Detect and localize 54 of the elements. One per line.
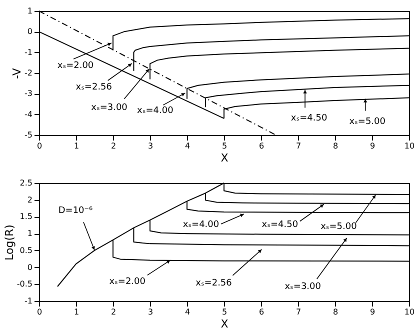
annotation: xₛ=5.00 — [349, 116, 386, 127]
x-axis-title: X — [220, 318, 229, 330]
x-tick-label: 3 — [148, 142, 154, 150]
y-tick-label: -1 — [24, 48, 32, 57]
x-tick-label: 0 — [36, 308, 42, 316]
annotation: xₛ=4.50 — [290, 114, 328, 124]
annotation: xₛ=4.00 — [137, 106, 174, 116]
y-axis-title: Log(R) — [2, 224, 16, 260]
y-tick-label: 0 — [27, 262, 32, 272]
annotation: xₛ=2.56 — [76, 82, 112, 92]
annotation: xₛ=4.50 — [262, 220, 298, 230]
x-tick-label: 8 — [332, 142, 338, 150]
y-tick-label: -3 — [24, 89, 32, 98]
y-tick-label: -0.5 — [16, 280, 32, 289]
x-tick-label: 6 — [258, 142, 264, 150]
x-tick-label: 4 — [184, 142, 190, 150]
x-tick-label: 10 — [404, 308, 415, 316]
x-tick-label: 1 — [74, 142, 80, 150]
y-tick-label: 1 — [27, 229, 32, 238]
x-tick-label: 0 — [36, 142, 42, 150]
x-tick-label: 10 — [404, 142, 415, 150]
y-tick-label: -2 — [24, 68, 32, 78]
x-tick-label: 9 — [370, 308, 376, 316]
annotation: xₛ=2.00 — [57, 61, 94, 72]
y-tick-label: 2.5 — [20, 178, 32, 188]
y-tick-label: 0 — [27, 27, 32, 36]
y-tick-label: -1 — [24, 296, 32, 306]
y-tick-label: 1.5 — [20, 212, 32, 222]
x-tick-label: 9 — [370, 142, 376, 150]
x-tick-label: 6 — [258, 308, 264, 316]
y-tick-label: 0.5 — [20, 246, 32, 255]
x-tick-label: 2 — [110, 142, 116, 150]
x-tick-label: 7 — [296, 142, 302, 150]
x-tick-label: 7 — [296, 308, 302, 316]
x-tick-label: 4 — [184, 308, 190, 316]
annotation: xₛ=3.00 — [284, 282, 322, 292]
annotation: xₛ=4.00 — [182, 220, 220, 230]
x-axis-title: X — [220, 152, 229, 164]
y-tick-label: 2 — [27, 195, 32, 204]
annotation: xₛ=2.00 — [109, 277, 146, 288]
annotation: xₛ=3.00 — [91, 102, 128, 113]
y-tick-label: 1 — [27, 6, 32, 16]
x-tick-label: 1 — [74, 308, 80, 316]
x-tick-label: 5 — [222, 308, 228, 316]
y-tick-label: -4 — [24, 110, 32, 119]
annotation: D=10⁻⁶ — [58, 206, 94, 216]
annotation: xₛ=2.56 — [196, 278, 232, 288]
x-tick-label: 2 — [110, 308, 116, 316]
x-tick-label: 5 — [222, 142, 228, 150]
y-tick-label: -5 — [24, 130, 32, 140]
x-tick-label: 3 — [148, 308, 154, 316]
annotation: xₛ=5.00 — [320, 222, 358, 232]
x-tick-label: 8 — [332, 308, 338, 316]
y-axis-title: -V — [10, 68, 24, 79]
